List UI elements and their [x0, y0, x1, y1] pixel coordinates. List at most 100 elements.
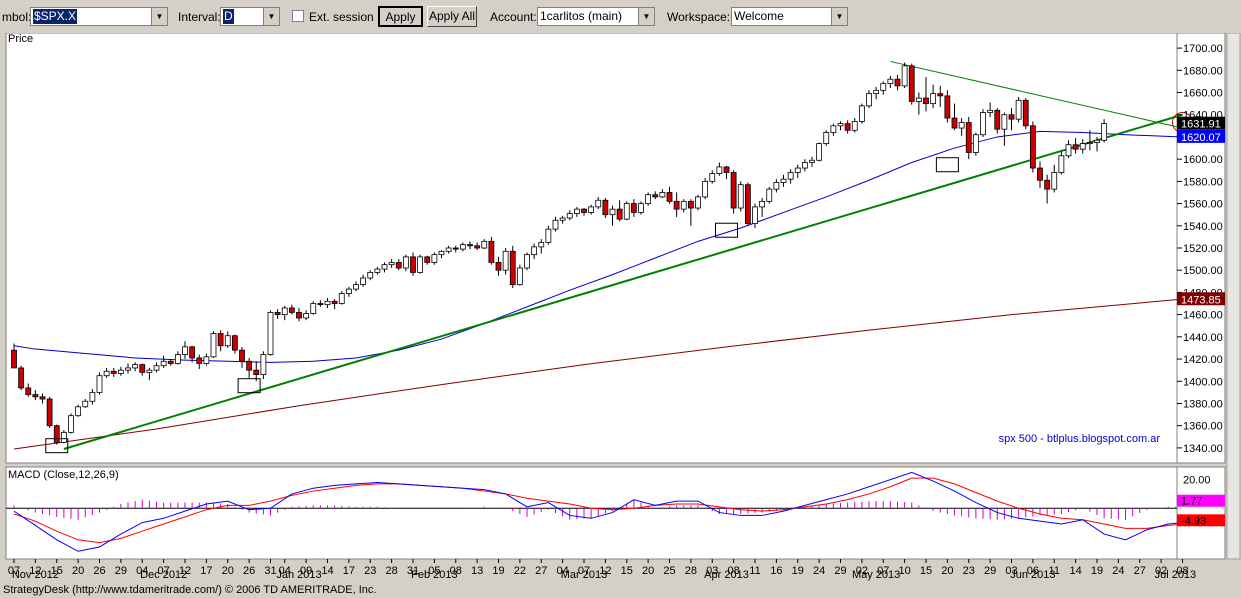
candle-body — [317, 303, 324, 306]
y-tick-label: 1600.00 — [1183, 154, 1223, 166]
x-tick-label: 12 — [179, 565, 191, 577]
account-combo[interactable]: 1carlitos (main) ▼ — [537, 7, 655, 26]
apply-button[interactable]: Apply — [378, 6, 423, 27]
candle — [980, 109, 986, 137]
candle-body — [139, 364, 146, 373]
x-tick-label: 29 — [984, 565, 996, 577]
candle — [1086, 130, 1093, 151]
x-tick-label: 07 — [158, 565, 170, 577]
candle-body — [759, 200, 766, 208]
candle-body — [310, 303, 317, 314]
chevron-down-icon[interactable]: ▼ — [638, 8, 654, 25]
candle — [901, 62, 908, 89]
y-tick-label: 1540.00 — [1183, 221, 1223, 233]
candle-body — [210, 333, 217, 358]
x-tick-label: 12 — [599, 565, 611, 577]
x-tick-label: 08 — [728, 565, 740, 577]
candle-body — [858, 105, 865, 122]
candle-body — [559, 217, 566, 221]
chart-area[interactable]: Price spx 500 - btlplus.blogspot.com.ar … — [0, 33, 1241, 598]
candle — [573, 206, 580, 217]
candle-body — [125, 367, 131, 371]
candle-body — [516, 267, 523, 286]
apply-all-button[interactable]: Apply All — [427, 6, 477, 27]
candle-body — [96, 375, 103, 393]
price-panel-title: Price — [8, 33, 33, 45]
y-tick-label: 1660.00 — [1183, 88, 1223, 100]
toolbar: mbol: $SPX.X ▼ Interval: D ▼ Ext. sessio… — [0, 0, 1241, 33]
candle — [887, 75, 894, 89]
candle-body — [374, 268, 381, 273]
candle — [652, 191, 659, 200]
candle-body — [588, 206, 595, 213]
x-tick-label: 07 — [578, 565, 590, 577]
x-tick-label: 10 — [899, 565, 911, 577]
candle — [851, 118, 858, 133]
candle — [723, 165, 730, 180]
candle — [1015, 96, 1022, 123]
candle — [488, 236, 495, 265]
candle-body — [410, 256, 416, 273]
x-tick-label: 05 — [428, 565, 440, 577]
candle-body — [324, 300, 331, 306]
month-label: Feb 2013 — [411, 569, 457, 581]
candle-body — [773, 182, 780, 190]
candle — [182, 341, 188, 360]
candle — [744, 182, 751, 226]
candle — [324, 297, 331, 308]
macd-axis-panel — [1176, 466, 1226, 560]
interval-combo[interactable]: D ▼ — [220, 7, 280, 26]
candle — [638, 201, 644, 215]
x-tick-label: 31 — [407, 565, 419, 577]
symbol-value: $SPX.X — [33, 9, 78, 24]
symbol-combo[interactable]: $SPX.X ▼ — [30, 7, 168, 26]
candle — [780, 174, 787, 187]
candle-body — [467, 244, 473, 247]
candle — [174, 351, 181, 365]
candle — [994, 108, 1001, 134]
candle-body — [217, 333, 224, 347]
candle — [809, 156, 815, 167]
chevron-down-icon[interactable]: ▼ — [263, 8, 279, 25]
candle — [630, 199, 637, 217]
value-label: 1473.85 — [1181, 294, 1221, 306]
candle-body — [994, 109, 1001, 130]
candle-body — [1079, 143, 1086, 150]
candle — [89, 389, 96, 405]
candle — [880, 81, 887, 95]
candle-body — [224, 335, 231, 347]
candle — [915, 92, 922, 115]
candle — [246, 357, 253, 378]
y-tick-label: 1400.00 — [1183, 376, 1223, 388]
candle-body — [972, 134, 979, 153]
candle-body — [937, 93, 944, 97]
candle — [695, 194, 701, 211]
x-tick-label: 04 — [279, 565, 291, 577]
candle — [374, 266, 381, 275]
chevron-down-icon[interactable]: ▼ — [831, 8, 847, 25]
candle — [801, 159, 808, 172]
candle-body — [1058, 155, 1065, 173]
x-tick-label: 27 — [1134, 565, 1146, 577]
candle-body — [980, 112, 986, 136]
candle-body — [944, 95, 951, 119]
candle-body — [801, 162, 808, 169]
ext-session-checkbox[interactable] — [292, 10, 304, 22]
support-trendline — [63, 113, 1183, 450]
candle-body — [509, 250, 516, 286]
workspace-combo[interactable]: Welcome ▼ — [731, 7, 848, 26]
candle-body — [253, 369, 260, 376]
candle-body — [388, 262, 395, 266]
candle-body — [203, 356, 210, 364]
vertical-scrollbar[interactable] — [1226, 33, 1241, 560]
chevron-down-icon[interactable]: ▼ — [151, 8, 167, 25]
workspace-value: Welcome — [734, 9, 784, 23]
candle — [32, 390, 39, 401]
candle-body — [958, 122, 965, 129]
candle — [203, 353, 210, 366]
x-tick-label: 02 — [856, 565, 868, 577]
candle-body — [638, 203, 644, 213]
candle — [559, 215, 566, 224]
candle — [210, 331, 217, 358]
value-label-box — [1177, 129, 1225, 143]
